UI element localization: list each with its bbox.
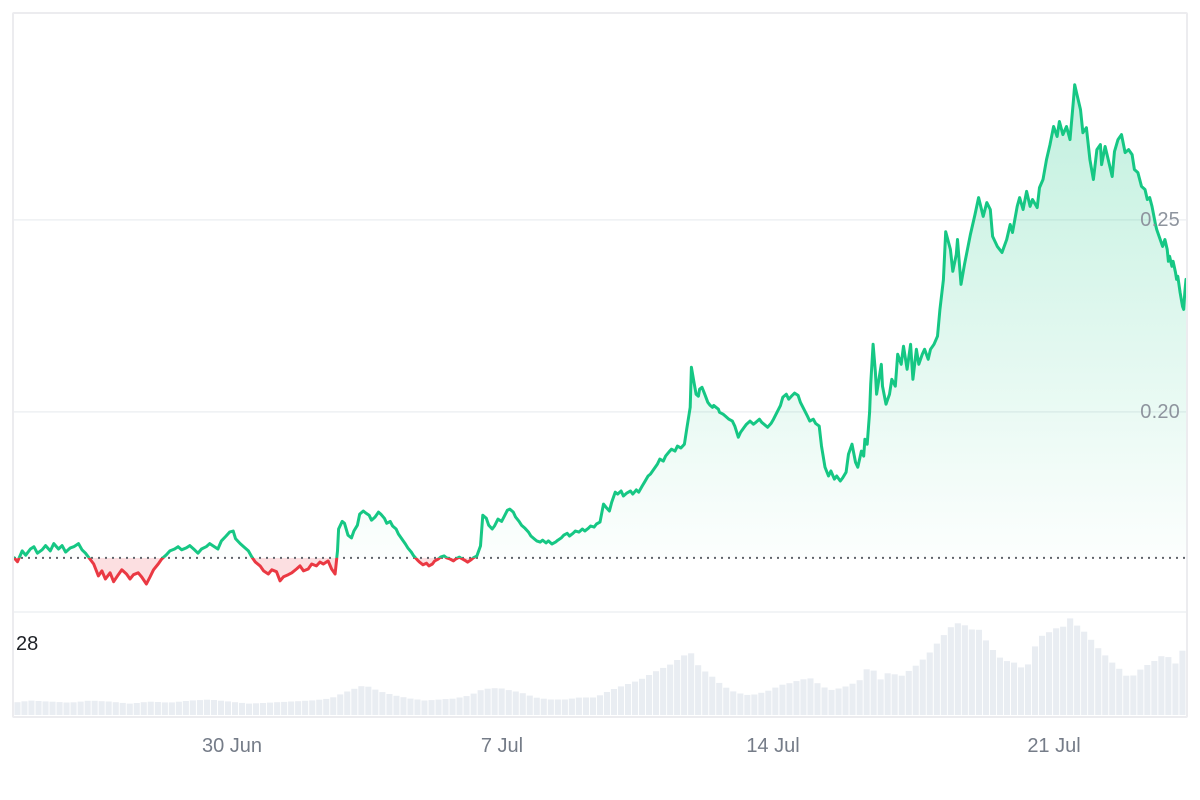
x-axis-tick-label-1: 7 Jul: [480, 735, 524, 757]
x-axis: 30 Jun 7 Jul 14 Jul 21 Jul: [14, 733, 1186, 761]
price-area-down-fill: [14, 557, 474, 584]
price-line-down: [14, 557, 477, 586]
price-volume-chart-svg[interactable]: [14, 14, 1186, 716]
price-line-up: [14, 83, 1186, 558]
y-axis-tick-label-0: 0.25: [1140, 208, 1180, 231]
chart-container[interactable]: 0.25 0.20 28: [12, 12, 1188, 718]
chart-plot-area[interactable]: 0.25 0.20 28: [14, 14, 1186, 716]
x-axis-tick-label-3: 21 Jul: [1027, 735, 1081, 757]
volume-axis-label: 28: [16, 633, 39, 655]
y-axis-tick-label-1: 0.20: [1140, 400, 1180, 423]
volume-bars: [14, 618, 1186, 715]
x-axis-tick-label-0: 30 Jun: [201, 735, 263, 757]
price-area-up-fill: [14, 84, 1186, 558]
x-axis-tick-label-2: 14 Jul: [746, 735, 800, 757]
